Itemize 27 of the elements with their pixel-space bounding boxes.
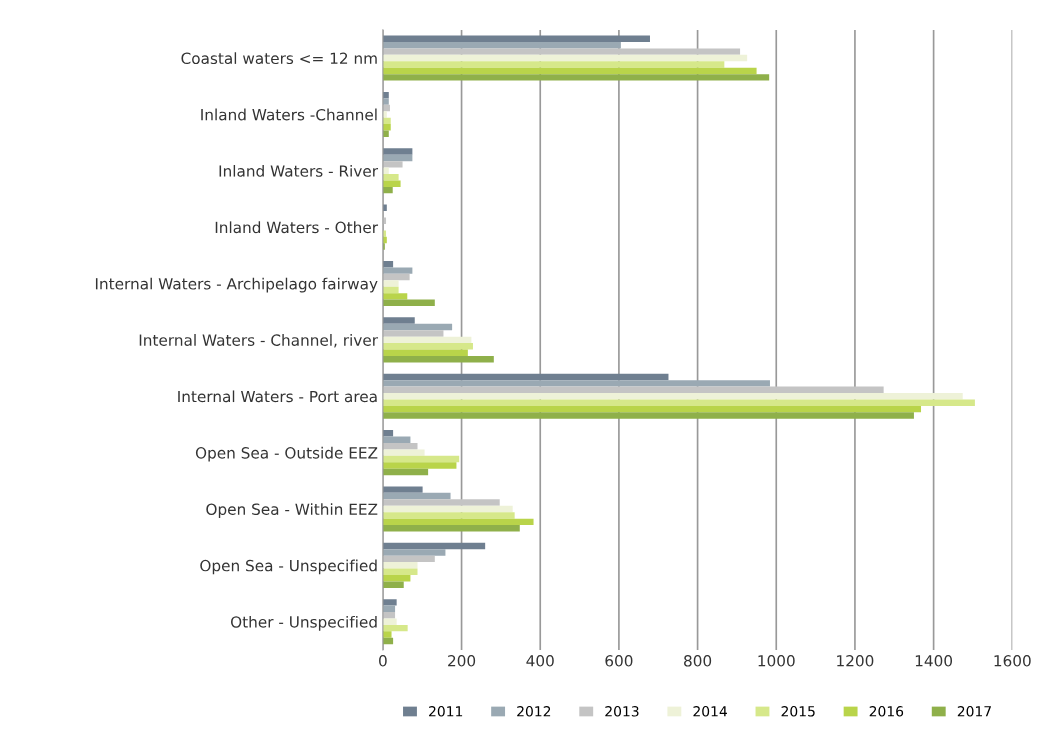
legend-label: 2017 bbox=[957, 706, 991, 717]
y-tick-label: Open Sea - Unspecified bbox=[200, 559, 377, 575]
x-tick-label: 200 bbox=[448, 655, 476, 667]
legend-label: 2011 bbox=[429, 706, 463, 717]
y-tick-label: Inland Waters - Other bbox=[215, 221, 379, 234]
x-tick-label: 1200 bbox=[837, 655, 874, 667]
x-tick-label: 600 bbox=[605, 655, 633, 667]
y-tick-label: Other - Unspecified bbox=[230, 615, 377, 631]
legend-label: 2015 bbox=[781, 706, 815, 717]
y-tick-label: Inland Waters -Channel bbox=[201, 108, 377, 121]
legend-label: 2012 bbox=[517, 706, 551, 717]
y-tick-label: Open Sea - Within EEZ bbox=[206, 503, 378, 518]
y-tick-label: Internal Waters - Channel, river bbox=[139, 334, 379, 348]
legend-label: 2014 bbox=[693, 706, 727, 717]
x-tick-label: 1600 bbox=[994, 655, 1031, 667]
legend-label: 2016 bbox=[869, 706, 904, 717]
y-tick-label: Internal Waters - Port area bbox=[178, 390, 377, 403]
y-tick-label: Open Sea - Outside EEZ bbox=[195, 446, 378, 462]
y-tick-label: Inland Waters - River bbox=[219, 164, 379, 177]
x-tick-label: 1400 bbox=[915, 655, 953, 667]
x-tick-label: 1000 bbox=[758, 655, 795, 667]
y-tick-label: Coastal waters <= 12 nm bbox=[181, 52, 377, 65]
x-tick-label: 400 bbox=[526, 655, 554, 667]
legend-label: 2013 bbox=[605, 706, 639, 717]
x-tick-label: 800 bbox=[684, 655, 712, 667]
y-tick-label: Internal Waters - Archipelago fairway bbox=[95, 277, 378, 293]
x-tick-label: 0 bbox=[379, 655, 387, 667]
